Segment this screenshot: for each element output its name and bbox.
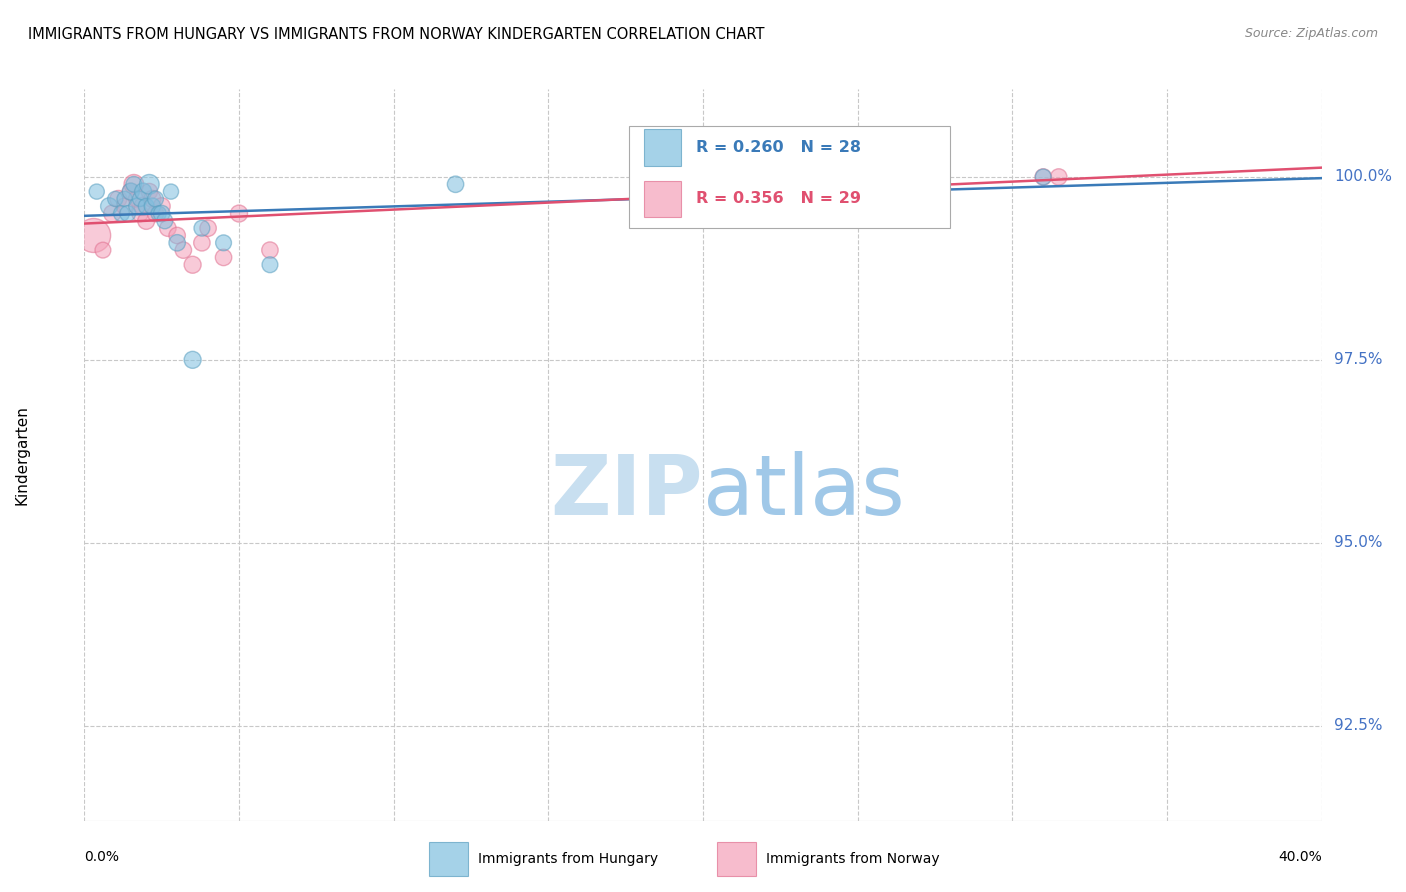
Point <box>125 192 148 206</box>
Text: Immigrants from Norway: Immigrants from Norway <box>766 852 939 866</box>
Point <box>181 352 204 367</box>
Point <box>259 258 281 272</box>
Point <box>156 221 179 235</box>
Point <box>212 235 235 250</box>
Point <box>120 185 142 199</box>
Text: IMMIGRANTS FROM HUNGARY VS IMMIGRANTS FROM NORWAY KINDERGARTEN CORRELATION CHART: IMMIGRANTS FROM HUNGARY VS IMMIGRANTS FR… <box>28 27 765 42</box>
Point <box>191 221 214 235</box>
Point <box>91 243 114 257</box>
Text: Immigrants from Hungary: Immigrants from Hungary <box>478 852 658 866</box>
Point <box>197 221 219 235</box>
Point <box>172 243 194 257</box>
Text: 0.0%: 0.0% <box>84 850 120 863</box>
Point <box>166 228 188 243</box>
Point <box>191 235 214 250</box>
Point <box>117 206 139 220</box>
Text: ZIP: ZIP <box>551 451 703 532</box>
Point <box>444 178 467 192</box>
Point <box>150 206 173 220</box>
Point <box>135 199 157 213</box>
Point <box>132 185 155 199</box>
Point <box>259 243 281 257</box>
Text: Source: ZipAtlas.com: Source: ZipAtlas.com <box>1244 27 1378 40</box>
Point <box>125 199 148 213</box>
Point <box>145 192 167 206</box>
Point <box>754 169 776 184</box>
Point <box>86 185 108 199</box>
Point <box>110 206 132 220</box>
Point <box>132 199 155 213</box>
Text: 92.5%: 92.5% <box>1334 718 1382 733</box>
Point <box>114 192 136 206</box>
Text: 97.5%: 97.5% <box>1334 352 1382 368</box>
Point <box>122 178 145 192</box>
Point <box>1047 169 1070 184</box>
Point <box>107 192 129 206</box>
Text: 40.0%: 40.0% <box>1278 850 1322 863</box>
Point <box>754 178 776 192</box>
Point <box>1032 169 1054 184</box>
Bar <box>644 129 681 166</box>
Point <box>145 206 167 220</box>
Point <box>148 206 170 220</box>
Point <box>150 199 173 213</box>
Point <box>104 192 127 206</box>
Text: R = 0.260   N = 28: R = 0.260 N = 28 <box>696 140 860 155</box>
Point <box>129 206 152 220</box>
Point <box>129 192 152 206</box>
Text: 95.0%: 95.0% <box>1334 535 1382 550</box>
Point <box>141 199 163 213</box>
Text: Kindergarten: Kindergarten <box>15 405 30 505</box>
Point <box>138 178 160 192</box>
Point <box>908 185 931 199</box>
Bar <box>644 180 681 218</box>
Point <box>98 199 121 213</box>
Text: R = 0.356   N = 29: R = 0.356 N = 29 <box>696 192 860 206</box>
Point <box>141 192 163 206</box>
Point <box>212 251 235 265</box>
Point <box>877 192 900 206</box>
Point <box>181 258 204 272</box>
Point <box>83 228 105 243</box>
Point <box>153 214 176 228</box>
Text: atlas: atlas <box>703 451 904 532</box>
Text: 100.0%: 100.0% <box>1334 169 1392 185</box>
Point <box>1032 169 1054 184</box>
Point <box>160 185 183 199</box>
Point <box>893 169 915 184</box>
Point <box>138 185 160 199</box>
Point <box>114 199 136 213</box>
Point <box>122 178 145 192</box>
Point <box>228 206 250 220</box>
Point <box>101 206 124 220</box>
Point <box>135 214 157 228</box>
Point <box>120 185 142 199</box>
Point <box>166 235 188 250</box>
FancyBboxPatch shape <box>628 126 950 228</box>
